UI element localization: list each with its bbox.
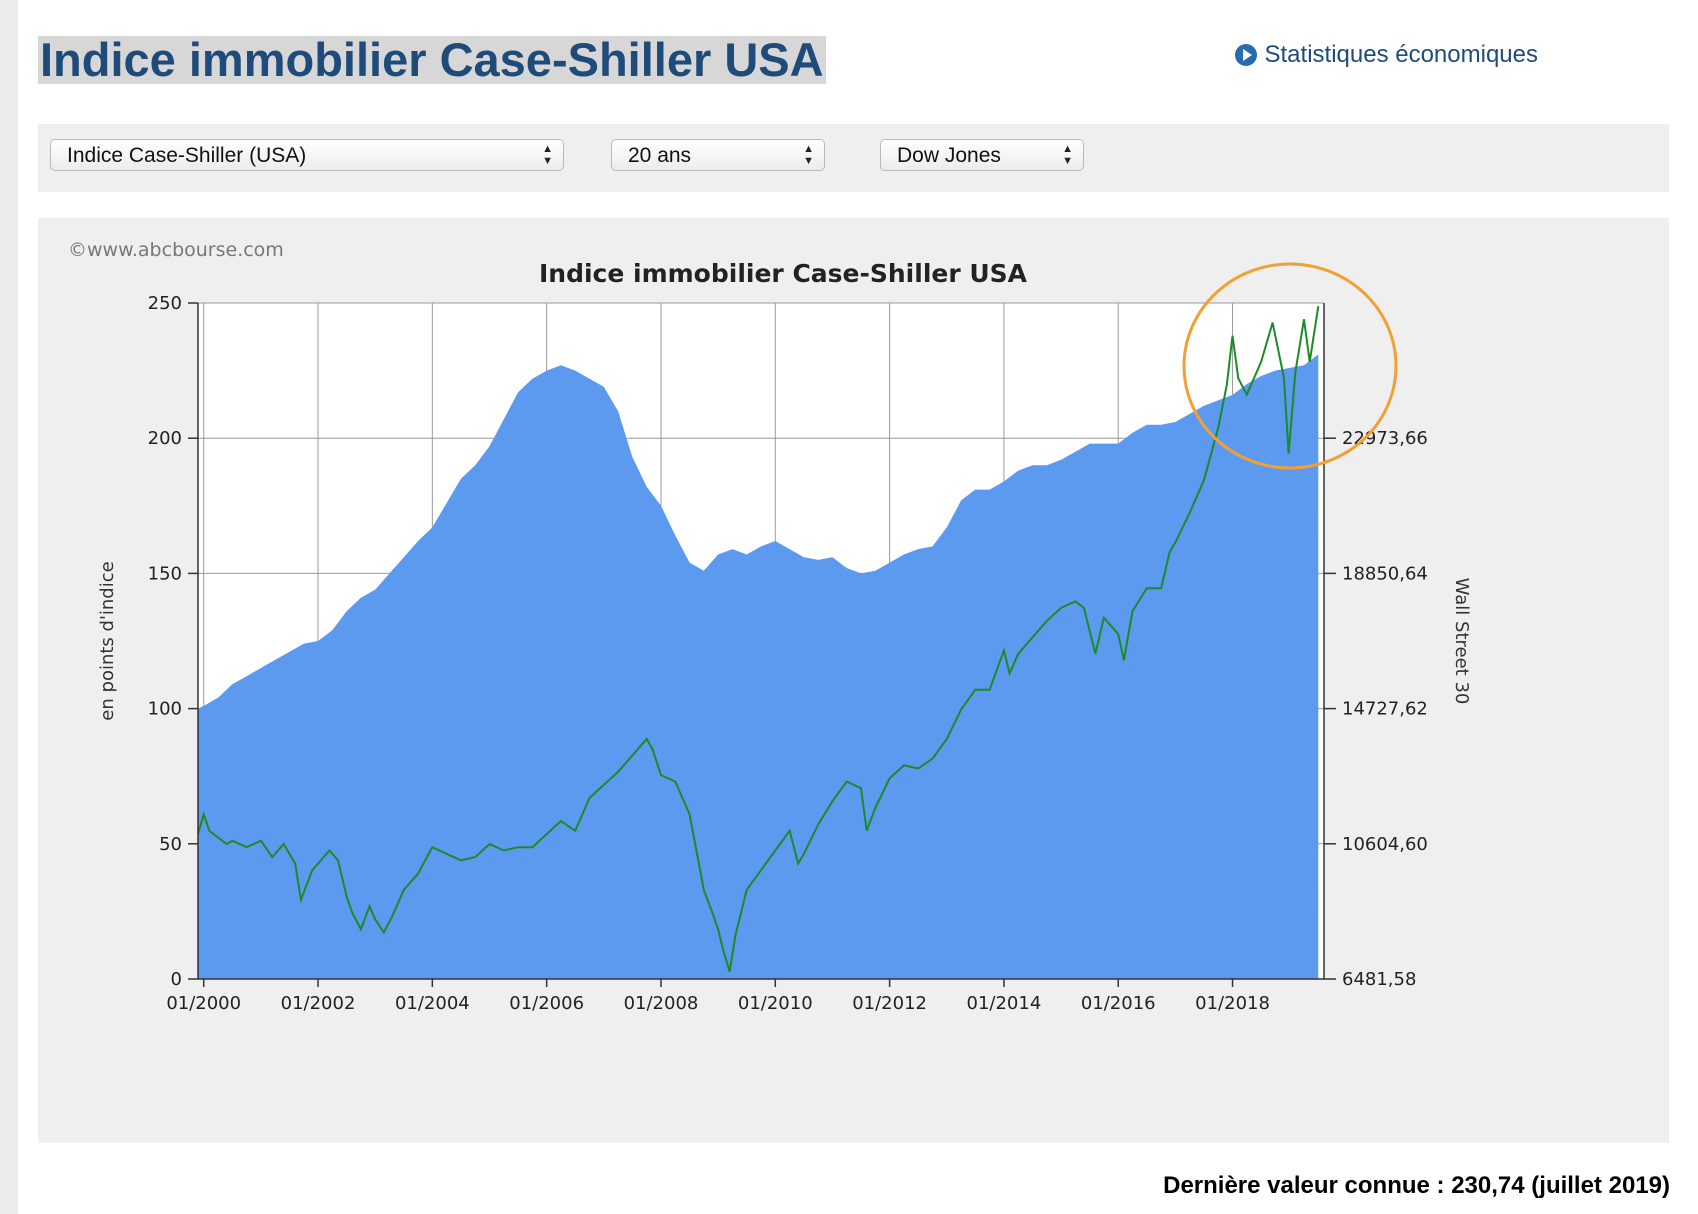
x-tick-label: 01/2014 bbox=[967, 993, 1042, 1014]
page-title: Indice immobilier Case-Shiller USA bbox=[38, 33, 826, 86]
left-rail bbox=[0, 0, 18, 1214]
y-tick-label: 0 bbox=[171, 969, 182, 990]
x-tick-label: 01/2000 bbox=[166, 993, 241, 1014]
controls-bar: Indice Case-Shiller (USA) ▲ ▼ 20 ans ▲ ▼ D… bbox=[38, 124, 1669, 192]
select-arrows-icon: ▲ ▼ bbox=[1062, 143, 1073, 167]
case-shiller-area bbox=[198, 354, 1319, 979]
y2-tick-label: 14727,62 bbox=[1342, 699, 1428, 720]
chart-watermark: ©www.abcbourse.com bbox=[68, 239, 284, 261]
select-arrows-icon: ▲ ▼ bbox=[803, 143, 814, 167]
x-tick-label: 01/2012 bbox=[852, 993, 927, 1014]
x-tick-label: 01/2008 bbox=[624, 993, 699, 1014]
last-value: Dernière valeur connue : 230,74 (juillet… bbox=[1163, 1172, 1670, 1199]
y2-tick-label: 6481,58 bbox=[1342, 969, 1416, 990]
y2-tick-label: 18850,64 bbox=[1342, 563, 1428, 584]
index-select[interactable]: Indice Case-Shiller (USA) ▲ ▼ bbox=[50, 139, 564, 171]
period-select-value: 20 ans bbox=[628, 144, 692, 167]
chart: 0 50 100 150 200 250 6481,58 10604,60 14727,62 18… bbox=[68, 239, 1472, 1014]
x-tick-label: 01/2002 bbox=[281, 993, 356, 1014]
y-tick-label: 100 bbox=[148, 699, 182, 720]
stats-link-label[interactable]: Statistiques économiques bbox=[1264, 41, 1539, 68]
y-tick-label: 150 bbox=[148, 563, 182, 584]
period-select[interactable]: 20 ans ▲ ▼ bbox=[611, 139, 825, 171]
highlight-circle bbox=[1182, 262, 1398, 470]
y2-axis-label: Wall Street 30 bbox=[1451, 578, 1472, 705]
x-tick-label: 01/2016 bbox=[1081, 993, 1156, 1014]
y-axis-label: en points d'indice bbox=[97, 561, 118, 720]
y2-tick-label: 10604,60 bbox=[1342, 834, 1428, 855]
chart-title: Indice immobilier Case-Shiller USA bbox=[539, 259, 1028, 288]
select-arrows-icon: ▲ ▼ bbox=[542, 143, 553, 167]
compare-select[interactable]: Dow Jones ▲ ▼ bbox=[880, 139, 1084, 171]
play-circle-icon bbox=[1234, 44, 1257, 66]
y-tick-label: 50 bbox=[159, 834, 182, 855]
x-tick-label: 01/2010 bbox=[738, 993, 813, 1014]
x-tick-label: 01/2018 bbox=[1195, 993, 1270, 1014]
x-tick-label: 01/2004 bbox=[395, 993, 470, 1014]
compare-select-value: Dow Jones bbox=[897, 144, 1001, 167]
y2-tick-label: 22973,66 bbox=[1342, 428, 1428, 449]
y-tick-label: 200 bbox=[148, 428, 182, 449]
dow-jones-line bbox=[197, 306, 1320, 973]
chart-panel: 0 50 100 150 200 250 6481,58 10604,60 14727,62 18… bbox=[38, 218, 1669, 1143]
x-tick-label: 01/2006 bbox=[509, 993, 584, 1014]
stats-link[interactable]: Statistiques économiques bbox=[1234, 40, 1539, 70]
index-select-value: Indice Case-Shiller (USA) bbox=[67, 144, 307, 167]
y-tick-label: 250 bbox=[148, 293, 182, 314]
